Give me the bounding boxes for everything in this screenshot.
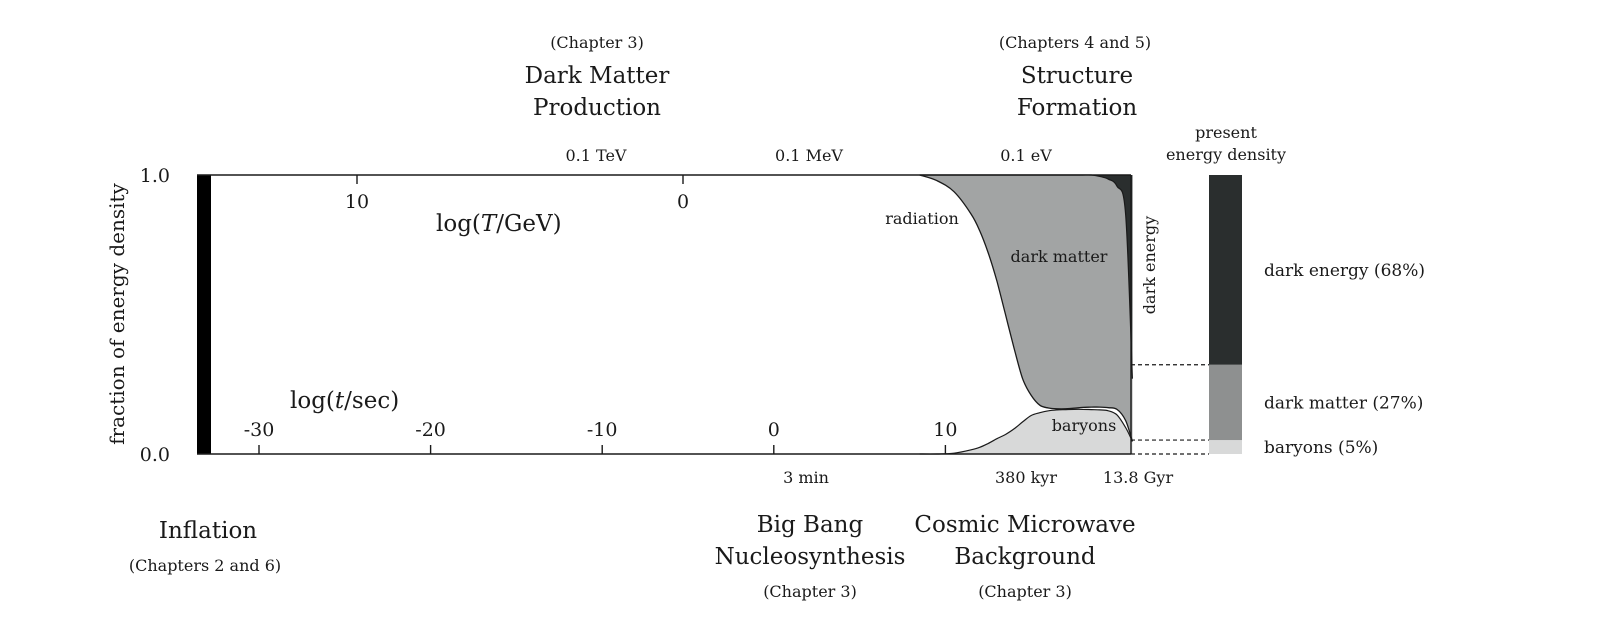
temperature-tick-label-0: 0 xyxy=(677,191,689,213)
epoch-bbn-title-line1: Big Bang xyxy=(757,512,864,538)
present-bar-segment-dark-matter xyxy=(1209,364,1242,441)
time-axis-label-var: t xyxy=(335,388,345,414)
epoch-bbn-title-line2: Nucleosynthesis xyxy=(715,544,906,570)
top-scale-label-ev: 0.1 eV xyxy=(1000,146,1052,165)
temperature-axis-ticks: 10 0 xyxy=(345,175,689,213)
epoch-cmb-title-line2: Background xyxy=(954,544,1096,570)
y-tick-label-bottom: 0.0 xyxy=(140,444,170,466)
epoch-cmb-title-line1: Cosmic Microwave xyxy=(914,512,1135,538)
radiation-area xyxy=(919,175,1133,455)
epoch-dm-title-line2: Production xyxy=(533,95,661,121)
present-bar-segment-baryons xyxy=(1209,440,1242,454)
time-tick-label-1: -20 xyxy=(415,419,446,441)
epoch-structure-title-line1: Structure xyxy=(1021,63,1133,89)
epoch-cmb-chapter: (Chapter 3) xyxy=(978,582,1072,601)
top-scale-label-mev: 0.1 MeV xyxy=(775,146,843,165)
epoch-inflation-chapter: (Chapters 2 and 6) xyxy=(129,556,281,575)
present-bar-label-dark-energy: dark energy (68%) xyxy=(1264,261,1425,281)
time-axis-label-post: /sec) xyxy=(344,388,399,414)
region-label-dark-energy: dark energy xyxy=(1140,216,1159,314)
bottom-scale-label-380kyr: 380 kyr xyxy=(995,468,1057,487)
epoch-dm-chapter: (Chapter 3) xyxy=(550,33,644,52)
time-tick-label-3: 0 xyxy=(768,419,780,441)
radiation-boundary-line xyxy=(919,174,1134,442)
present-energy-density-bar xyxy=(1209,175,1242,454)
present-bar-label-dark-matter: dark matter (27%) xyxy=(1264,393,1423,413)
temperature-axis-label-var: T xyxy=(481,211,498,237)
time-axis-label: log(t/sec) xyxy=(290,388,399,414)
epoch-inflation-title: Inflation xyxy=(159,518,257,544)
bottom-scale-label-13.8gyr: 13.8 Gyr xyxy=(1103,468,1174,487)
time-tick-label-2: -10 xyxy=(587,419,618,441)
baryon-boundary-line xyxy=(919,408,1133,455)
time-tick-label-0: -30 xyxy=(244,419,275,441)
temperature-axis-label: log(T/GeV) xyxy=(436,211,562,237)
region-label-radiation: radiation xyxy=(885,209,959,228)
present-bar-segment-dark-energy xyxy=(1209,175,1242,365)
epoch-dm-title-line1: Dark Matter xyxy=(525,63,670,89)
temperature-axis-label-pre: log( xyxy=(436,211,481,237)
y-axis-label: fraction of energy density xyxy=(105,182,129,444)
y-tick-label-top: 1.0 xyxy=(140,165,170,187)
baryons-area xyxy=(919,409,1133,455)
region-label-baryons: baryons xyxy=(1052,416,1117,435)
top-scale-label-tev: 0.1 TeV xyxy=(566,146,627,165)
dark-matter-area xyxy=(919,174,1133,442)
time-axis-ticks: -30 -20 -10 0 10 xyxy=(244,419,957,454)
epoch-structure-chapter: (Chapters 4 and 5) xyxy=(999,33,1151,52)
inflation-band xyxy=(197,175,211,454)
region-label-dark-matter: dark matter xyxy=(1011,247,1108,266)
present-bar-label-baryons: baryons (5%) xyxy=(1264,438,1378,458)
present-bar-title-line1: present xyxy=(1195,123,1257,142)
epoch-structure-title-line2: Formation xyxy=(1017,95,1138,121)
temperature-axis-label-post: /GeV) xyxy=(496,211,561,237)
present-bar-labels: baryons (5%) dark matter (27%) dark energy… xyxy=(1264,261,1425,458)
epoch-bbn-chapter: (Chapter 3) xyxy=(763,582,857,601)
bottom-scale-label-3min: 3 min xyxy=(783,468,829,487)
time-axis-label-pre: log( xyxy=(290,388,335,414)
present-bar-connector-lines xyxy=(1131,364,1209,455)
present-bar-title-line2: energy density xyxy=(1166,145,1286,164)
time-tick-label-4: 10 xyxy=(933,419,957,441)
temperature-tick-label-10: 10 xyxy=(345,191,369,213)
